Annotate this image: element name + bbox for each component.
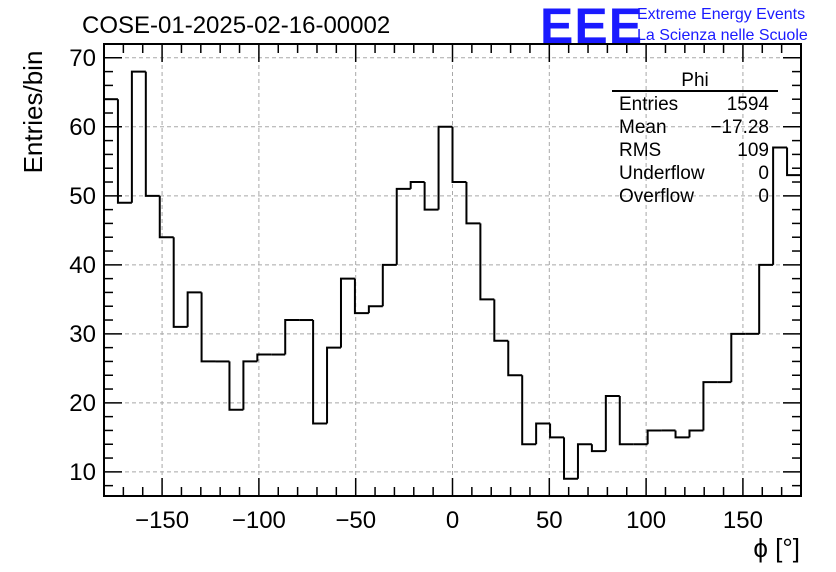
x-tick-label-2: −50: [335, 507, 376, 534]
histogram-bin-2: [130, 70, 146, 203]
histogram-bin-31: [535, 422, 551, 445]
logo-line-2: La Scienza nelle Scuole: [637, 27, 808, 44]
histogram-bin-17: [339, 277, 355, 348]
histogram-bin-36: [604, 394, 620, 452]
histogram-bin-22: [409, 181, 425, 189]
x-axis-title: ϕ [°]: [753, 533, 800, 563]
stats-value-overflow: 0: [758, 186, 769, 207]
y-tick-label-3: 40: [69, 252, 96, 279]
histogram-bin-3: [144, 71, 160, 197]
histogram-bin-9: [228, 361, 244, 411]
histogram-bin-5: [172, 237, 188, 328]
histogram-bars: [104, 70, 801, 480]
histogram-bin-49: [786, 147, 801, 177]
histogram-bin-42: [688, 429, 704, 438]
histogram-bin-13: [284, 319, 300, 355]
histogram-bin-41: [674, 430, 690, 439]
y-tick-label-5: 60: [69, 114, 96, 141]
y-axis-title: Entries/bin: [18, 51, 48, 174]
y-tick-label-2: 30: [69, 321, 96, 348]
y-tick-label-1: 20: [69, 390, 96, 417]
plot-frame: [103, 43, 802, 497]
histogram-bin-29: [507, 340, 523, 377]
histogram-bin-32: [549, 423, 565, 439]
histogram-bin-24: [437, 125, 453, 210]
histogram-bin-11: [256, 353, 272, 362]
stats-label-underflow: Underflow: [619, 163, 705, 184]
histogram-bin-47: [758, 263, 774, 334]
eee-logo: EEE Extreme Energy Events La Scienza nel…: [540, 0, 808, 54]
histogram-bin-43: [702, 381, 718, 431]
stats-value-mean: −17.28: [710, 117, 769, 138]
stats-box: Phi Entries 1594 Mean −17.28 RMS 109 Underflow…: [612, 70, 778, 207]
logo-mark: EEE: [540, 0, 643, 54]
histogram-bin-18: [353, 278, 369, 315]
histogram-bin-34: [576, 443, 592, 479]
histogram-bin-33: [563, 437, 578, 480]
stats-rows: Entries 1594 Mean −17.28 RMS 109 Underflow 0 Ove…: [619, 94, 769, 207]
histogram-bin-30: [521, 375, 537, 446]
stats-value-entries: 1594: [727, 94, 770, 115]
x-tick-label-5: 100: [626, 507, 666, 534]
histogram-bin-26: [465, 182, 481, 225]
histogram-bin-48: [772, 146, 788, 265]
stats-value-underflow: 0: [758, 163, 769, 184]
stats-label-rms: RMS: [619, 140, 661, 161]
stats-label-overflow: Overflow: [619, 186, 694, 207]
x-tick-label-4: 50: [536, 507, 563, 534]
histogram-bin-21: [395, 187, 411, 265]
histogram-bin-27: [479, 223, 495, 301]
histogram-bin-7: [200, 292, 216, 363]
grid: [104, 44, 801, 496]
axis-ticks: [104, 43, 801, 496]
stats-label-entries: Entries: [619, 94, 678, 115]
histogram-bin-20: [381, 263, 397, 307]
histogram-bin-45: [730, 332, 746, 383]
histogram-bin-23: [423, 182, 439, 211]
histogram-bin-6: [186, 291, 202, 327]
tick-labels: −150 −100 −50 0 50 100 150 10 20 30 40 50 60 70: [69, 45, 763, 534]
histogram-bin-15: [312, 320, 328, 425]
x-tick-label-6: 150: [723, 507, 763, 534]
stats-value-rms: 109: [737, 140, 769, 161]
x-tick-label-1: −100: [232, 507, 286, 534]
y-tick-label-4: 50: [69, 183, 96, 210]
histogram-bin-39: [646, 429, 662, 445]
histogram-bin-10: [242, 360, 258, 410]
stats-label-mean: Mean: [619, 117, 667, 138]
y-tick-label-6: 70: [69, 45, 96, 72]
y-tick-label-0: 10: [69, 459, 96, 486]
histogram-bin-25: [451, 126, 467, 184]
histogram-bin-1: [116, 99, 132, 204]
histogram-bin-16: [326, 346, 341, 424]
stats-title: Phi: [681, 70, 708, 91]
x-tick-label-0: −150: [135, 507, 189, 534]
x-tick-label-3: 0: [446, 507, 459, 534]
histogram-bin-37: [618, 395, 634, 446]
histogram-bin-28: [493, 299, 509, 342]
chart-title: COSE-01-2025-02-16-00002: [82, 12, 390, 39]
histogram-bin-35: [590, 444, 606, 453]
logo-line-1: Extreme Energy Events: [637, 6, 805, 23]
histogram-bin-4: [158, 195, 174, 239]
histogram-bin-19: [367, 305, 383, 314]
